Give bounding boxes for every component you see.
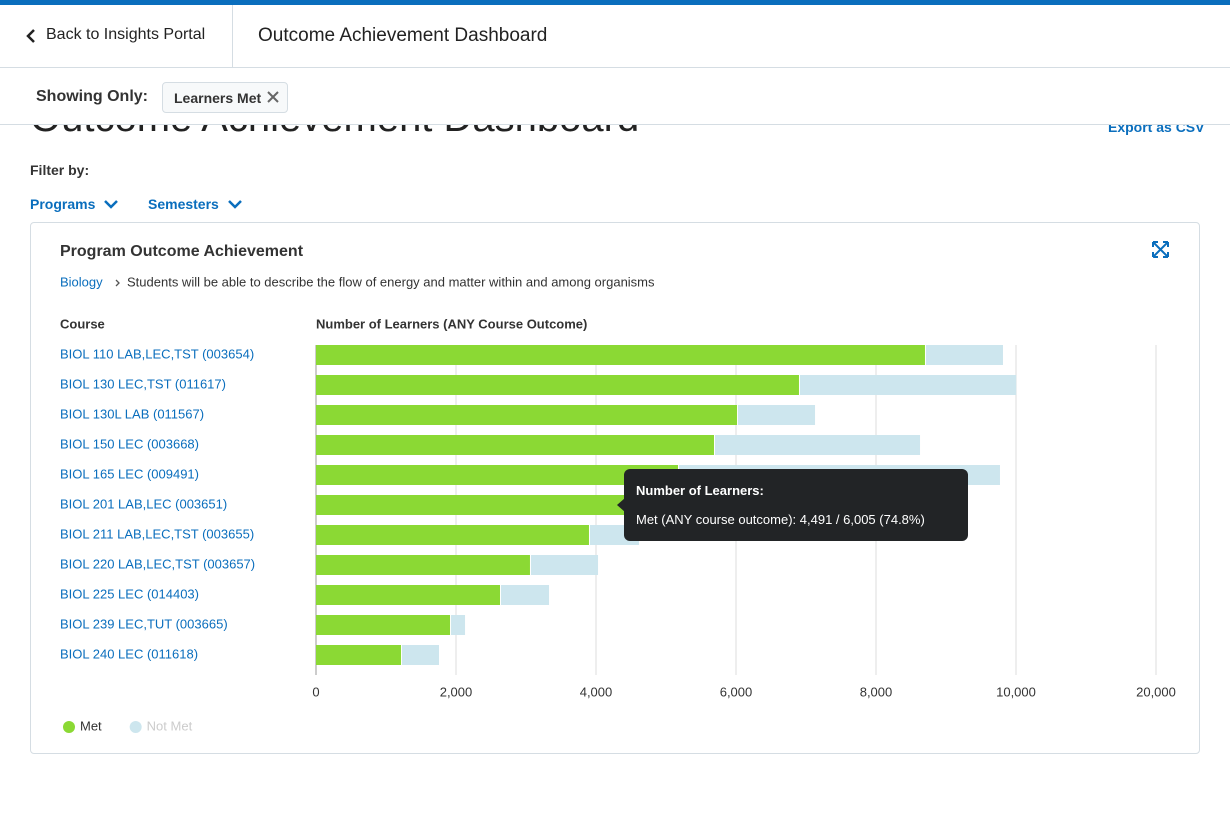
x-tick-label: 10,000 [996, 684, 1036, 699]
filter-bar-label: Showing Only: [36, 88, 148, 105]
bar-segment [316, 645, 402, 665]
x-tick-label: 2,000 [440, 684, 473, 699]
bar-segment [925, 345, 1003, 365]
bar-segment [316, 375, 799, 395]
course-link[interactable]: BIOL 211 LAB,LEC,TST (003655) [60, 526, 254, 541]
chip-label: Learners Met [174, 90, 262, 106]
legend-swatch [129, 721, 142, 733]
bar-segment [316, 495, 630, 515]
filter-chip[interactable]: Learners Met [162, 82, 288, 113]
expand-icon[interactable] [1152, 241, 1169, 258]
course-link[interactable]: BIOL 130 LEC,TST (011617) [60, 376, 226, 391]
back-label: Back to Insights Portal [46, 26, 206, 43]
back-icon [26, 29, 35, 43]
breadcrumb-item: Students will be able to describe the fl… [127, 274, 655, 289]
bar-segment [316, 615, 451, 635]
course-link[interactable]: BIOL 225 LEC (014403) [60, 586, 199, 601]
bar-segment [799, 375, 1017, 395]
bar-segment [316, 435, 714, 455]
breadcrumb-link[interactable]: Biology [60, 274, 103, 289]
course-link[interactable]: BIOL 165 LEC (009491) [60, 466, 199, 481]
x-tick-label: 20,000 [1136, 684, 1176, 699]
chart-card [30, 222, 1200, 754]
bar-segment [316, 555, 530, 575]
course-link[interactable]: BIOL 130L LAB (011567) [60, 406, 204, 421]
bar-segment [530, 555, 599, 575]
course-link[interactable]: BIOL 110 LAB,LEC,TST (003654) [60, 346, 254, 361]
tooltip: Number of Learners: Met (ANY course outc… [617, 469, 968, 541]
course-link[interactable]: BIOL 220 LAB,LEC,TST (003657) [60, 556, 255, 571]
legend-label[interactable]: Not Met [147, 718, 193, 733]
header: Back to Insights Portal Outcome Achievem… [0, 5, 1230, 68]
bar-segment [316, 585, 501, 605]
chevron [104, 200, 119, 209]
x-tick-label: 4,000 [580, 684, 613, 699]
course-link[interactable]: BIOL 201 LAB,LEC (003651) [60, 496, 227, 511]
header-title: Outcome Achievement Dashboard [258, 25, 548, 46]
filter-label: Filter by: [30, 162, 90, 178]
semesters-filter[interactable]: Semesters [148, 196, 243, 212]
tooltip-arrow [617, 498, 625, 512]
chart-title: Program Outcome Achievement [60, 243, 304, 260]
bar-segment [451, 615, 466, 635]
filter-text: Programs [30, 196, 96, 212]
filter-bar: Showing Only: Learners Met [0, 68, 1230, 125]
bar-segment [316, 345, 925, 365]
value-axis-title: Number of Learners (ANY Course Outcome) [316, 316, 587, 331]
x-tick-label: 8,000 [860, 684, 893, 699]
chevron [227, 200, 242, 209]
programs-filter[interactable]: Programs [30, 196, 119, 212]
back-button[interactable]: Back to Insights Portal [0, 5, 233, 67]
bar-segment [316, 525, 589, 545]
bar-segment [738, 405, 816, 425]
top-accent [0, 0, 1230, 5]
bar-segment [316, 465, 679, 485]
x-tick-label: 0 [312, 684, 319, 699]
category-axis-title: Course [60, 316, 105, 331]
x-tick-label: 6,000 [720, 684, 753, 699]
bar-segment [715, 435, 921, 455]
course-link[interactable]: BIOL 239 LEC,TUT (003665) [60, 616, 228, 631]
course-link[interactable]: BIOL 240 LEC (011618) [60, 646, 198, 661]
tooltip-title: Number of Learners: [636, 483, 764, 498]
course-link[interactable]: BIOL 150 LEC (003668) [60, 436, 199, 451]
bar-segment [402, 645, 439, 665]
legend-swatch [63, 721, 75, 733]
legend-label[interactable]: Met [80, 718, 102, 733]
bar-segment [501, 585, 550, 605]
chip-remove[interactable] [267, 91, 279, 103]
bar-segment [316, 405, 738, 425]
filter-text: Semesters [148, 196, 219, 212]
tooltip-text: Met (ANY course outcome): 4,491 / 6,005 … [636, 512, 925, 527]
breadcrumb-separator [115, 279, 120, 287]
